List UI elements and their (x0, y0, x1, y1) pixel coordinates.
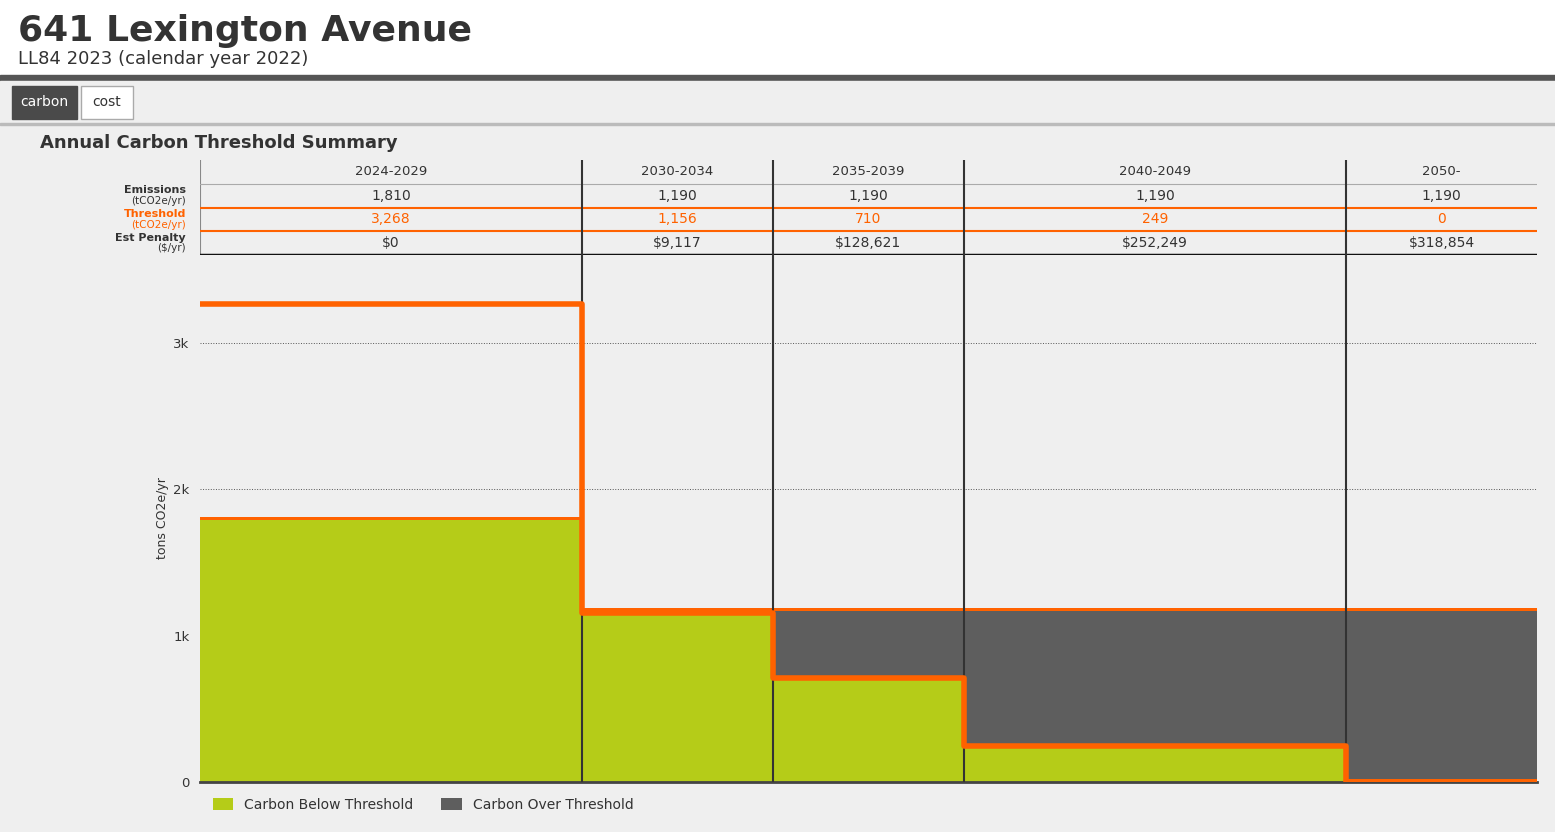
Bar (0, 123, 1555, 125)
Text: 641 Lexington Avenue: 641 Lexington Avenue (19, 14, 473, 48)
Text: 249: 249 (1141, 212, 1168, 226)
Bar (1347, 779, 1536, 782)
Bar (1347, 608, 1536, 782)
Text: (tCO2e/yr): (tCO2e/yr) (131, 196, 187, 206)
Text: (tCO2e/yr): (tCO2e/yr) (131, 220, 187, 230)
Text: ($/yr): ($/yr) (157, 243, 187, 254)
Bar (773, 678, 964, 782)
Text: Threshold: Threshold (124, 209, 187, 219)
Text: carbon: carbon (20, 96, 68, 110)
Bar (773, 608, 964, 611)
Bar (964, 745, 1347, 782)
Bar (582, 608, 773, 613)
Text: $128,621: $128,621 (835, 236, 902, 250)
Bar (1347, 608, 1536, 611)
Text: 1,190: 1,190 (1135, 189, 1176, 203)
Bar (964, 608, 1347, 745)
Text: $0: $0 (383, 236, 400, 250)
Bar (964, 608, 1347, 611)
Text: 2024-2029: 2024-2029 (355, 166, 428, 178)
Text: 2050-: 2050- (1423, 166, 1460, 178)
Text: 1,190: 1,190 (849, 189, 888, 203)
Text: $318,854: $318,854 (1409, 236, 1474, 250)
Bar (0, 75, 1555, 81)
Text: Annual Carbon Threshold Summary: Annual Carbon Threshold Summary (40, 133, 398, 151)
Text: $252,249: $252,249 (1123, 236, 1188, 250)
Text: LL84 2023 (calendar year 2022): LL84 2023 (calendar year 2022) (19, 50, 308, 68)
Text: 1,810: 1,810 (372, 189, 411, 203)
Text: 1,190: 1,190 (1421, 189, 1462, 203)
Bar (0, 0, 1555, 75)
Bar (12, 86, 78, 119)
Bar (0, 125, 1555, 832)
Text: 1,156: 1,156 (658, 212, 697, 226)
Text: 1,190: 1,190 (658, 189, 697, 203)
Text: 2030-2034: 2030-2034 (641, 166, 714, 178)
Text: 0: 0 (1437, 212, 1446, 226)
Text: Emissions: Emissions (124, 186, 187, 196)
Text: $9,117: $9,117 (653, 236, 701, 250)
Text: 710: 710 (855, 212, 882, 226)
Text: Est Penalty: Est Penalty (115, 233, 187, 243)
Text: 3,268: 3,268 (372, 212, 411, 226)
Bar (81, 86, 134, 119)
Bar (201, 517, 582, 782)
Legend: Carbon Below Threshold, Carbon Over Threshold: Carbon Below Threshold, Carbon Over Thre… (207, 792, 639, 818)
Text: cost: cost (93, 96, 121, 110)
Text: 2040-2049: 2040-2049 (1120, 166, 1191, 178)
Text: 2035-2039: 2035-2039 (832, 166, 905, 178)
Bar (773, 608, 964, 678)
Bar (0, 81, 1555, 123)
Bar (201, 517, 582, 520)
Y-axis label: tons CO2e/yr: tons CO2e/yr (156, 478, 169, 559)
Bar (582, 608, 773, 611)
Bar (582, 613, 773, 782)
